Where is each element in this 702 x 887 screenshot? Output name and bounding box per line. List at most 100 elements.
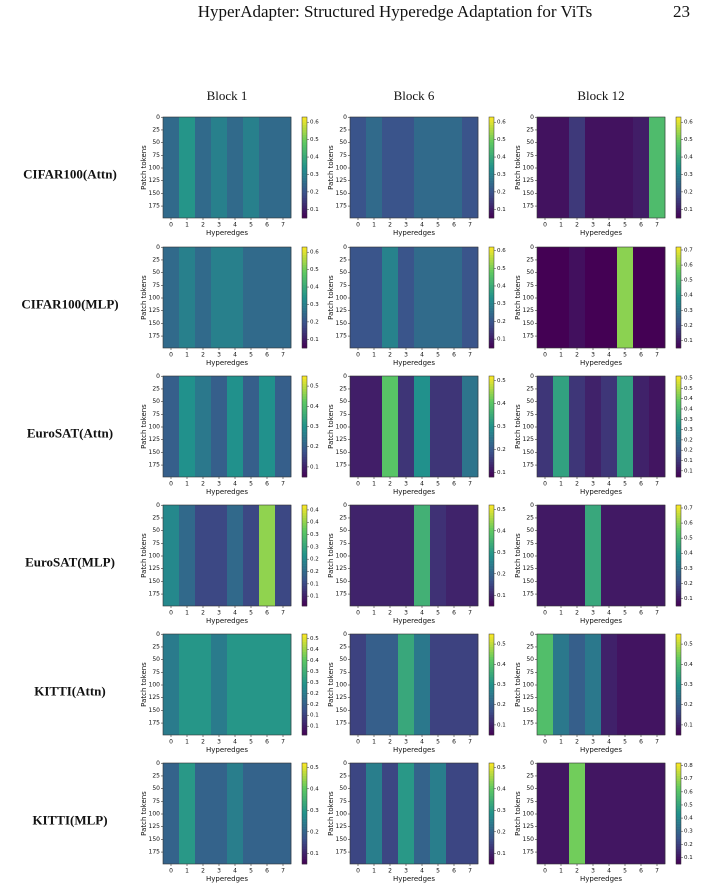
colorbar-segment [489,164,494,168]
heatmap-cell [275,505,292,606]
colorbar-segment [302,664,307,668]
y-tick-label: 0 [343,373,347,380]
colorbar-segment [676,122,681,125]
colorbar-segment [489,709,494,713]
colorbar-segment [489,312,494,316]
colorbar-segment [302,810,307,814]
colorbar-segment [489,142,494,146]
y-axis-label: Patch tokens [327,533,335,578]
colorbar-tick-label: 0.1 [497,593,506,599]
colorbar-segment [676,431,681,435]
colorbar-segment [302,207,307,211]
colorbar-segment [676,861,681,865]
colorbar-tick-label: 0.3 [497,424,506,430]
colorbar-segment [489,172,494,176]
colorbar-segment [676,249,681,253]
colorbar-segment [489,778,494,781]
y-tick-label: 0 [343,760,347,767]
y-tick-label: 125 [523,177,535,184]
colorbar-segment [676,552,681,556]
y-tick-label: 75 [152,669,160,676]
colorbar-segment [489,828,494,832]
heatmap-cell [585,505,602,606]
heatmap-panel: 0 1 2 3 4 5 6 7 0 25 50 75 100 125 150 175 Hyperedges Pat… [327,114,506,237]
colorbar-segment [302,798,307,802]
colorbar-segment [302,132,307,135]
colorbar-segment [302,282,307,286]
y-tick-label: 125 [336,177,348,184]
heatmap-cell [569,247,586,348]
y-tick-label: 50 [152,785,160,792]
colorbar-segment [302,459,307,463]
colorbar-segment [489,305,494,308]
colorbar-segment [302,461,307,465]
colorbar-segment [302,396,307,400]
heatmap-cell [649,117,666,218]
colorbar-tick-label: 0.2 [310,829,319,835]
colorbar-segment [676,383,681,387]
colorbar-segment [489,727,494,731]
colorbar-segment [302,505,307,508]
colorbar-segment [676,289,681,293]
colorbar-frame [488,246,495,349]
heatmap-panel: 0 1 2 3 4 5 6 7 0 25 50 75 100 125 150 175 Hyperedges Pat… [140,244,319,367]
colorbar-tick-label: 0.4 [497,283,506,289]
colorbar-segment [676,164,681,168]
colorbar-segment [489,345,494,349]
y-tick-label: 0 [343,244,347,251]
x-tick-label: 4 [233,481,237,488]
colorbar-segment [302,729,307,733]
heatmap-panel: 0 1 2 3 4 5 6 7 0 25 50 75 100 125 150 175 Hyperedges Pat… [327,631,506,754]
colorbar-segment [489,289,494,293]
colorbar-segment [302,644,307,647]
colorbar-segment [489,439,494,442]
colorbar-segment [489,300,494,303]
colorbar-tick-label: 0.1 [684,722,693,728]
colorbar-segment [489,853,494,857]
x-tick-label: 0 [169,481,173,488]
colorbar-tick-label: 0.5 [684,536,693,542]
heatmap-cell [211,376,228,477]
running-title: HyperAdapter: Structured Hyperedge Adapt… [198,2,593,21]
colorbar-segment [489,132,494,135]
heatmap-cell [350,117,367,218]
colorbar-segment [489,152,494,156]
heatmap-cell [633,376,650,477]
colorbar-segment [489,687,494,690]
y-tick-label: 150 [149,449,161,456]
colorbar-segment [489,783,494,787]
colorbar-segment [676,413,681,417]
heatmap-cell [398,376,415,477]
colorbar-segment [676,843,681,847]
colorbar-segment [676,254,681,258]
colorbar-segment [302,537,307,541]
colorbar-segment [302,471,307,475]
colorbar-tick-label: 0.1 [497,207,506,213]
y-axis-label: Patch tokens [327,145,335,190]
heatmap-cell [601,376,618,477]
colorbar-segment [302,195,307,199]
colorbar-segment [676,272,681,276]
colorbar-segment [302,770,307,774]
colorbar-segment [489,831,494,834]
colorbar-segment [676,641,681,645]
colorbar-segment [302,297,307,301]
colorbar-segment [676,856,681,860]
y-tick-label: 25 [526,385,534,392]
colorbar-segment [489,441,494,445]
colorbar-segment [489,418,494,422]
colorbar-segment [489,122,494,125]
colorbar-tick-label: 0.5 [310,137,319,143]
x-tick-label: 6 [639,610,643,617]
colorbar-segment [489,252,494,255]
colorbar-segment [489,813,494,817]
colorbar-segment [676,297,681,301]
heatmap-cell [382,763,399,864]
colorbar-segment [676,810,681,814]
colorbar-segment [489,851,494,855]
colorbar-segment [676,441,681,445]
heatmap-cell [179,505,196,606]
colorbar-segment [489,858,494,862]
x-tick-label: 0 [543,481,547,488]
x-tick-label: 4 [607,222,611,229]
